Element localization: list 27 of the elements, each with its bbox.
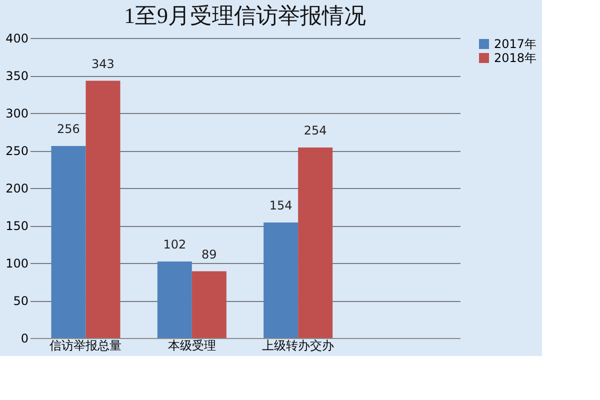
y-tick-label: 100 <box>6 256 28 270</box>
x-tick-label: 上级转办交办 <box>262 338 334 352</box>
x-tick-label: 信访举报总量 <box>50 338 122 352</box>
data-label: 343 <box>92 56 114 71</box>
y-tick-label: 250 <box>6 144 28 158</box>
y-tick-label: 150 <box>6 219 28 233</box>
data-label: 102 <box>163 238 186 252</box>
x-tick-label: 本级受理 <box>168 338 216 352</box>
bar <box>51 146 86 338</box>
bar <box>192 271 226 338</box>
y-tick-label: 350 <box>6 69 28 83</box>
bar <box>264 222 298 338</box>
legend-label: 2017年 <box>494 37 537 51</box>
y-tick-label: 50 <box>13 294 28 308</box>
data-label: 254 <box>304 124 327 138</box>
bar <box>298 148 333 338</box>
data-label: 89 <box>202 247 217 262</box>
data-label: 154 <box>269 198 292 212</box>
y-tick-label: 400 <box>6 32 28 46</box>
bar <box>86 80 120 338</box>
y-tick-label: 300 <box>6 106 28 120</box>
y-tick-label: 200 <box>6 182 28 196</box>
bar <box>157 262 192 338</box>
chart-title: 1至9月受理信访举报情况 <box>124 3 366 28</box>
data-label: 256 <box>57 122 80 136</box>
y-tick-label: 0 <box>20 332 28 346</box>
legend-label: 2018年 <box>494 51 537 65</box>
